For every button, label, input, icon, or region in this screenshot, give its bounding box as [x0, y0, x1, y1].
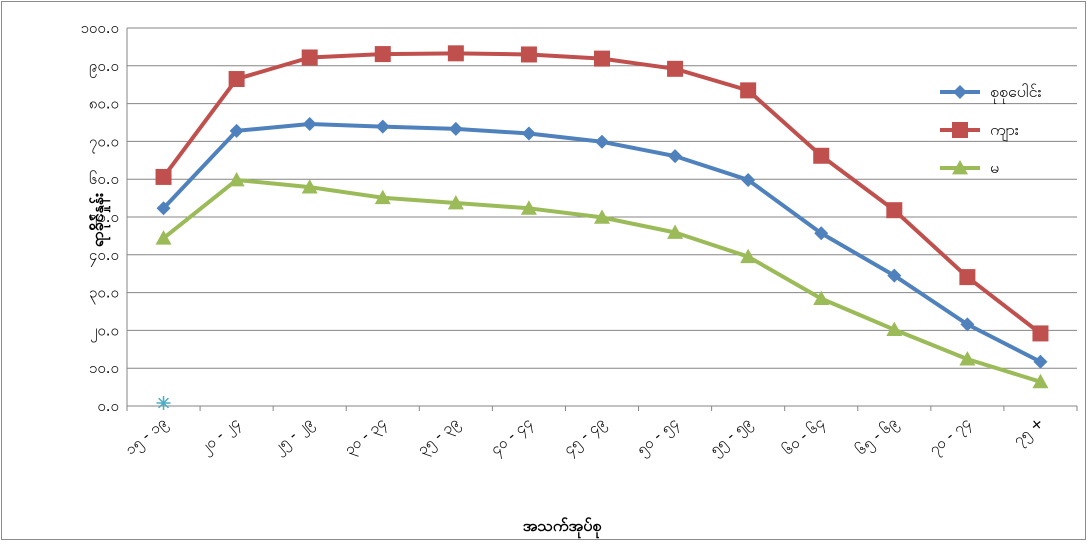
data-point-triangle [1032, 373, 1049, 389]
data-point-diamond [595, 134, 609, 149]
y-tick-label: ၀.၀ [97, 397, 119, 415]
data-point-square [301, 49, 318, 66]
axes [126, 28, 1078, 411]
y-tick-label: ၂၀.၀ [90, 321, 119, 342]
data-point-triangle [667, 224, 684, 239]
data-point-triangle [740, 248, 757, 264]
legend-label: မ [990, 158, 999, 177]
y-tick-label: ၃၀.၀ [89, 284, 119, 305]
data-point-diamond [668, 149, 683, 164]
data-point-square [886, 202, 903, 219]
x-tick-label: ၃၀ - ၃၄ [340, 413, 391, 460]
data-point-triangle [228, 171, 245, 187]
x-tick-label: ၅၅ - ၅၉ [706, 413, 757, 460]
x-tick-label: ၂၅ - ၂၉ [269, 413, 318, 459]
data-point-square [155, 168, 172, 185]
data-point-diamond [814, 226, 829, 241]
tick-labels: ၀.၀၁၀.၀၂၀.၀၃၀.၀၄၀.၀၅၀.၀၆၀.၀၇၀.၀၈၀.၀၉၀.၀၁… [80, 19, 1048, 461]
x-tick-label: ၆၀ - ၆၄ [779, 413, 830, 460]
data-point-diamond [1033, 354, 1048, 369]
data-point-square [740, 82, 757, 99]
gridlines [127, 27, 1077, 369]
data-point-diamond [887, 268, 902, 283]
y-tick-label: ၆၀.၀ [89, 170, 119, 188]
data-point-square [959, 269, 976, 286]
series-line-1 [162, 122, 1042, 364]
y-tick-label: ၁၀.၀ [89, 359, 119, 377]
data-point-square [374, 46, 391, 63]
y-tick-label: ၁၀၀.၀ [80, 19, 119, 37]
x-tick-label: ၇၀ - ၇၄ [925, 413, 976, 460]
data-point-triangle [520, 200, 537, 215]
x-tick-label: ၄၀ - ၄၄ [487, 413, 538, 460]
data-point-diamond [521, 126, 536, 141]
data-point-square [447, 45, 464, 62]
data-point-triangle [155, 230, 172, 245]
y-tick-label: ၇၀.၀ [89, 132, 119, 153]
data-point-triangle [301, 179, 318, 194]
x-tick-label: ၅၀ - ၅၄ [633, 413, 684, 460]
legend-marker-diamond [953, 85, 967, 99]
y-tick-label: ၄၀.၀ [89, 246, 119, 267]
x-tick-label: ၆၅ - ၆၉ [852, 413, 903, 460]
series-markers [155, 45, 1049, 410]
data-point-triangle [374, 189, 391, 205]
data-point-diamond [741, 172, 756, 187]
x-axis-title: အသက်အုပ်စု [523, 516, 603, 539]
data-point-triangle [959, 351, 976, 366]
x-tick-label: ၄၅ - ၄၉ [560, 413, 611, 460]
data-point-square [520, 46, 537, 63]
data-point-triangle [447, 195, 464, 210]
legend: စုစုပေါင်းကျားမ [940, 82, 1042, 177]
data-point-diamond [960, 317, 975, 332]
x-tick-label: ၃၅ - ၃၉ [414, 413, 465, 460]
y-tick-label: ၈၀.၀ [89, 95, 119, 113]
data-point-square [228, 71, 245, 88]
data-point-square [667, 60, 684, 77]
data-point-diamond [302, 117, 317, 132]
data-point-diamond [156, 201, 171, 216]
y-tick-label: ၉၀.၀ [89, 57, 119, 78]
x-tick-label: ၂၀ - ၂၄ [196, 413, 245, 459]
data-point-triangle [594, 209, 610, 224]
data-point-diamond [448, 121, 463, 136]
asterisk-stroke [158, 397, 169, 409]
data-point-square [1032, 325, 1049, 342]
legend-marker-square [952, 122, 968, 138]
data-point-square [813, 147, 830, 164]
asterisk-marker [156, 396, 171, 410]
x-tick-label: ၇၅ + [1009, 413, 1049, 451]
legend-label: စုစုပေါင်း [990, 82, 1042, 104]
data-point-diamond [229, 123, 244, 138]
y-axis-title: ရာခိုင်နှုန်း [88, 193, 111, 247]
legend-label: ကျား [990, 120, 1019, 142]
legend-marker-triangle [952, 160, 968, 175]
y-tick-label: ၅၀.၀ [89, 208, 119, 229]
data-point-square [594, 50, 610, 67]
data-point-triangle [813, 290, 830, 306]
data-point-triangle [886, 321, 903, 337]
series-line-2 [161, 51, 1042, 336]
data-point-diamond [375, 119, 390, 134]
x-tick-label: ၁၅ - ၁၉ [121, 413, 172, 460]
